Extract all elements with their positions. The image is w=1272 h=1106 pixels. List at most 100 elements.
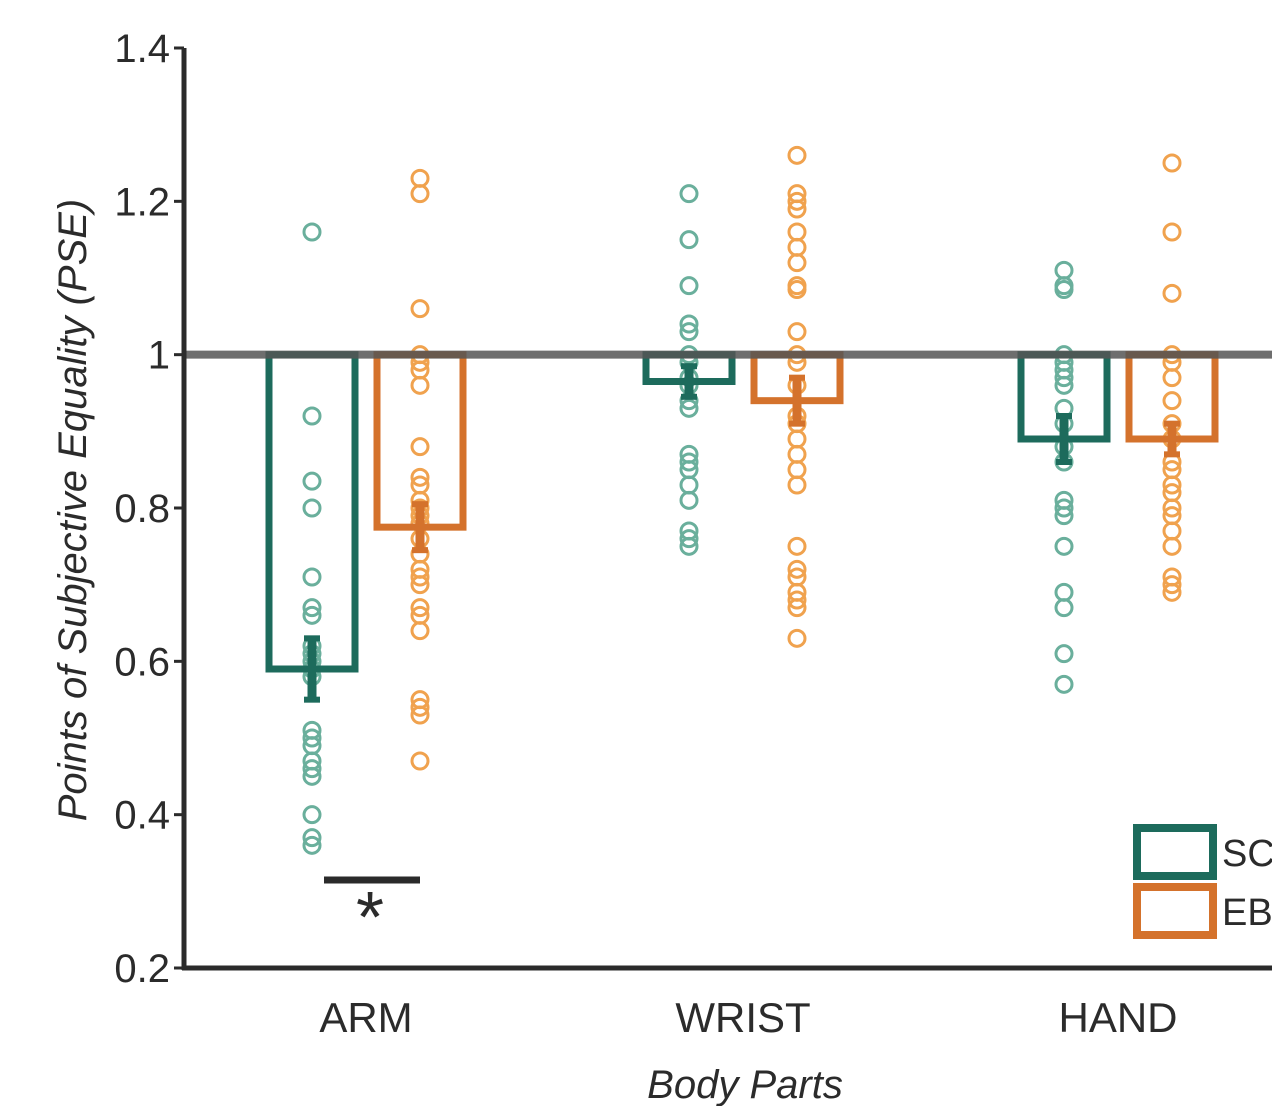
data-point-eb-wrist [787,559,807,579]
data-point-eb-arm [410,184,430,204]
data-point-eb-wrist [787,237,807,257]
data-point-eb-arm [410,168,430,188]
x-category-label: HAND [1058,994,1177,1041]
x-category-label: WRIST [675,994,810,1041]
data-point-eb-arm [410,697,430,717]
legend-label: EB [1222,892,1272,934]
data-point-eb-hand [1162,391,1182,411]
y-tick-label: 0.2 [114,947,170,991]
data-point-eb-hand [1162,575,1182,595]
data-point-eb-arm [410,467,430,487]
data-point-sc-arm [302,766,322,786]
data-point-sc-arm [302,598,322,618]
legend-item-eb: EB [1133,883,1272,939]
data-point-sc-wrist [679,184,699,204]
data-point-eb-wrist [787,429,807,449]
data-point-eb-wrist [787,590,807,610]
data-point-sc-arm [302,835,322,855]
data-point-sc-wrist [679,230,699,250]
data-point-sc-hand [1054,375,1074,395]
legend: SC EB [1133,824,1272,939]
data-point-eb-hand [1162,283,1182,303]
data-point-eb-hand [1162,475,1182,495]
data-point-sc-wrist [679,322,699,342]
data-point-eb-hand [1162,368,1182,388]
legend-item-sc: SC [1133,824,1272,880]
data-point-eb-hand [1162,536,1182,556]
error-bars [304,363,1180,703]
data-point-eb-wrist [787,475,807,495]
mean-bars [265,351,1219,673]
data-point-sc-hand [1054,506,1074,526]
y-tick-label: 0.8 [114,487,170,531]
data-point-eb-arm [410,705,430,725]
data-point-eb-wrist [787,444,807,464]
data-point-eb-wrist [787,145,807,165]
data-point-eb-wrist [787,199,807,219]
data-point-sc-wrist [679,398,699,418]
data-point-sc-hand [1054,674,1074,694]
y-tick-label: 1 [148,334,170,378]
significance-star: * [356,878,384,958]
data-point-eb-hand [1162,153,1182,173]
data-point-eb-wrist [787,322,807,342]
individual-data-points [302,145,1182,855]
data-point-sc-wrist [679,529,699,549]
data-point-sc-hand [1054,498,1074,518]
y-tick-label: 0.4 [114,794,170,838]
data-point-sc-arm [302,471,322,491]
data-point-eb-wrist [787,598,807,618]
data-point-sc-arm [302,728,322,748]
data-point-sc-arm [302,828,322,848]
data-point-eb-hand [1162,521,1182,541]
data-point-eb-hand [1162,498,1182,518]
data-point-sc-hand [1054,582,1074,602]
data-point-sc-arm [302,759,322,779]
data-point-eb-wrist [787,280,807,299]
significance-marker: * [324,876,420,958]
x-axis-title: Body Parts [647,1063,843,1106]
y-tick-label: 1.4 [114,27,170,71]
y-tick-label: 0.6 [114,640,170,684]
data-point-sc-arm [302,222,322,242]
y-axis-title: Points of Subjective Equality (PSE) [51,199,95,822]
data-point-sc-hand [1054,536,1074,556]
data-point-eb-arm [410,299,430,319]
data-point-sc-wrist [679,276,699,296]
data-point-sc-hand [1054,280,1074,299]
x-category-label: ARM [319,994,412,1041]
data-point-sc-hand [1054,260,1074,280]
data-point-sc-arm [302,498,322,518]
data-point-eb-arm [410,598,430,618]
data-point-sc-wrist [679,536,699,556]
legend-swatch [1133,883,1217,939]
data-point-eb-wrist [787,536,807,556]
data-point-eb-arm [410,567,430,587]
data-point-sc-hand [1054,368,1074,388]
legend-label: SC [1222,833,1272,875]
data-point-eb-wrist [787,191,807,211]
x-axis-category-labels: ARM WRIST HAND [319,994,1177,1041]
y-tick-label: 1.2 [114,180,170,224]
data-point-eb-arm [410,751,430,771]
data-point-sc-wrist [679,452,699,472]
y-axis-ticks: 0.2 0.4 0.6 0.8 1 1.2 1.4 [114,27,184,991]
data-point-eb-arm [410,621,430,641]
data-point-sc-arm [302,805,322,825]
legend-swatch [1133,824,1217,880]
data-point-sc-arm [302,406,322,426]
data-point-sc-hand [1054,598,1074,618]
data-point-sc-arm [302,567,322,587]
data-point-eb-arm [410,375,430,395]
data-point-eb-hand [1162,582,1182,602]
data-point-sc-wrist [679,314,699,334]
data-point-eb-arm [410,437,430,457]
data-point-sc-wrist [679,490,699,510]
data-point-eb-hand [1162,222,1182,242]
data-point-eb-wrist [787,253,807,273]
data-point-eb-wrist [787,222,807,242]
data-point-sc-arm [302,605,322,625]
data-point-eb-wrist [787,460,807,480]
data-point-sc-wrist [679,475,699,495]
